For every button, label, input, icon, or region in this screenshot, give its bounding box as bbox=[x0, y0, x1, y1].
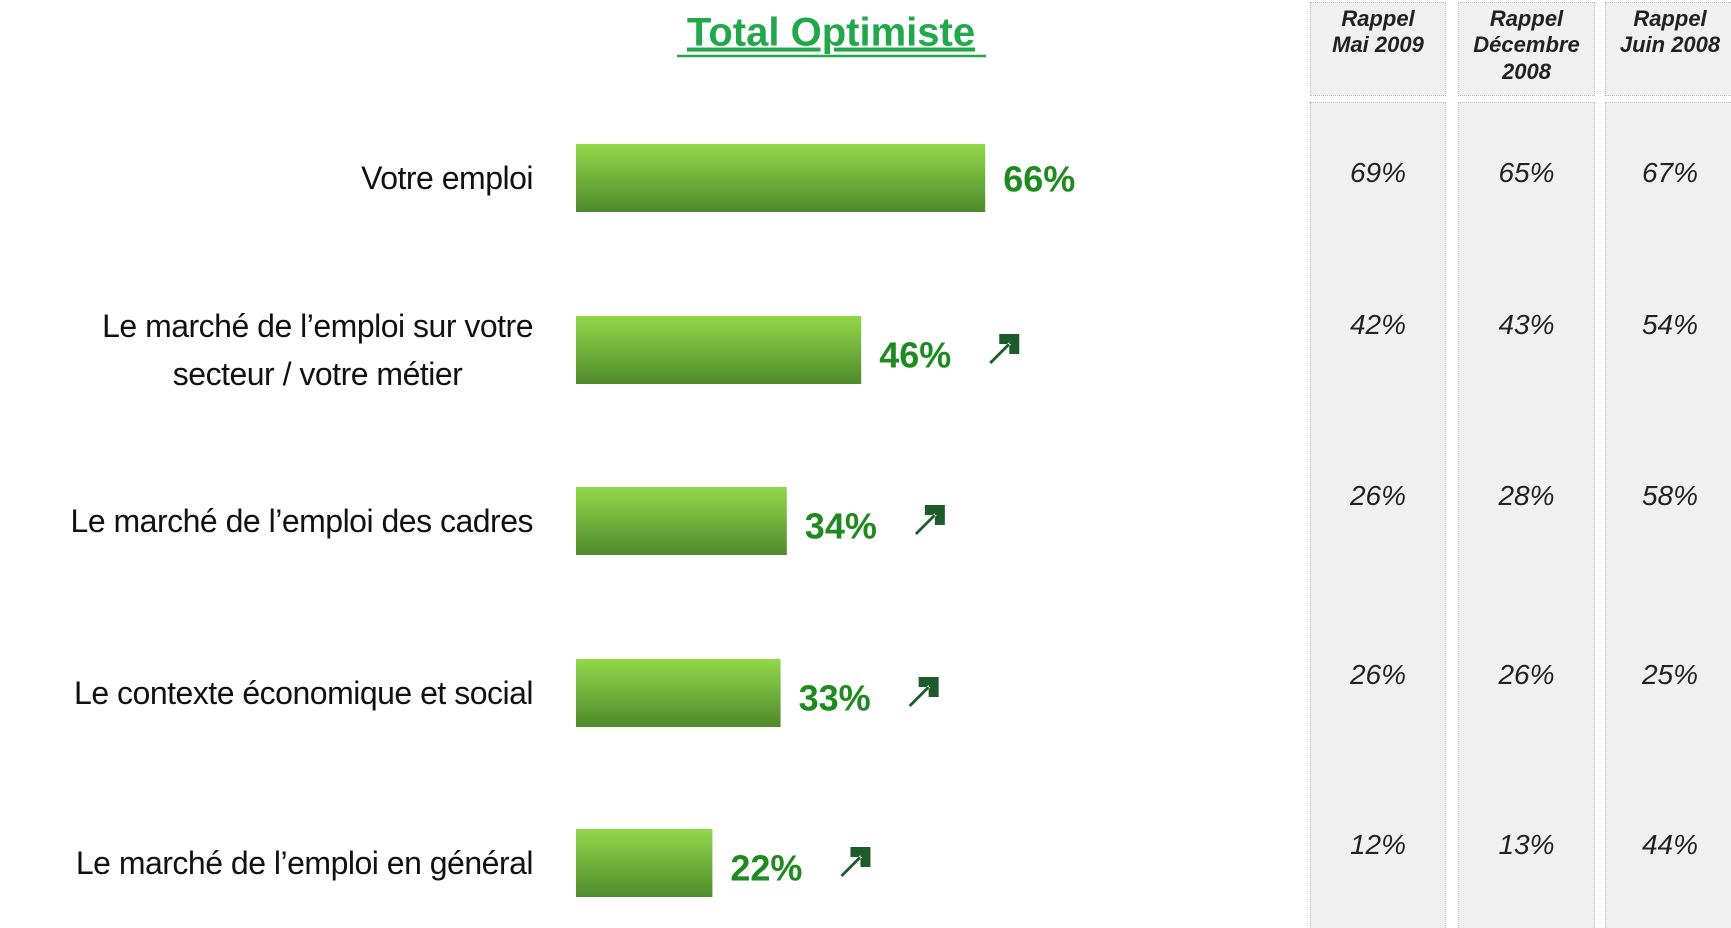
trend-arrow bbox=[989, 334, 1020, 364]
table-cell: 42% bbox=[1349, 309, 1407, 340]
table-cell: 12% bbox=[1349, 829, 1407, 860]
table-cell: 67% bbox=[1641, 157, 1699, 188]
trend-arrow bbox=[914, 505, 945, 535]
trend-arrow bbox=[840, 847, 871, 877]
category-label: Le marché de l’emploi en général bbox=[75, 845, 534, 881]
header-box bbox=[1458, 2, 1595, 96]
column-header: Rappel Juin 2008 bbox=[1619, 6, 1721, 58]
bar bbox=[576, 487, 787, 555]
value-label: 22% bbox=[730, 848, 802, 889]
category-label: Le contexte économique et social bbox=[74, 675, 533, 711]
header-box bbox=[1605, 2, 1731, 96]
table-cell: 26% bbox=[1349, 659, 1407, 690]
chart-title: Total Optimiste bbox=[687, 11, 975, 55]
column-box bbox=[1458, 102, 1595, 928]
header-box bbox=[1310, 2, 1446, 96]
value-label: 33% bbox=[799, 678, 871, 719]
value-label: 66% bbox=[1003, 159, 1075, 200]
category-label: Le marché de l’emploi des cadres bbox=[70, 503, 534, 539]
category-label: Le marché de l’emploi sur votre secteur … bbox=[102, 308, 533, 392]
table-cell: 54% bbox=[1641, 309, 1699, 340]
bar bbox=[576, 316, 862, 384]
table-cell: 26% bbox=[1349, 480, 1407, 511]
table-cell: 43% bbox=[1498, 309, 1555, 340]
table-cell: 28% bbox=[1498, 480, 1555, 511]
trend-arrow bbox=[908, 677, 939, 707]
table-cell: 69% bbox=[1349, 157, 1407, 188]
bar bbox=[576, 829, 713, 897]
table-cell: 58% bbox=[1641, 480, 1699, 511]
table-cell: 65% bbox=[1498, 157, 1555, 188]
value-label: 46% bbox=[879, 335, 951, 376]
table-cell: 44% bbox=[1641, 829, 1699, 860]
bar bbox=[576, 659, 781, 727]
table-cell: 13% bbox=[1498, 829, 1555, 860]
column-header: Rappel Décembre 2008 bbox=[1473, 6, 1580, 84]
column-box bbox=[1310, 102, 1446, 928]
bar bbox=[576, 144, 986, 212]
value-label: 34% bbox=[805, 506, 877, 547]
column-box bbox=[1605, 102, 1731, 928]
category-label: Votre emploi bbox=[361, 160, 533, 196]
table-cell: 25% bbox=[1641, 659, 1699, 690]
column-header: Rappel Mai 2009 bbox=[1332, 6, 1424, 58]
table-cell: 26% bbox=[1498, 659, 1555, 690]
